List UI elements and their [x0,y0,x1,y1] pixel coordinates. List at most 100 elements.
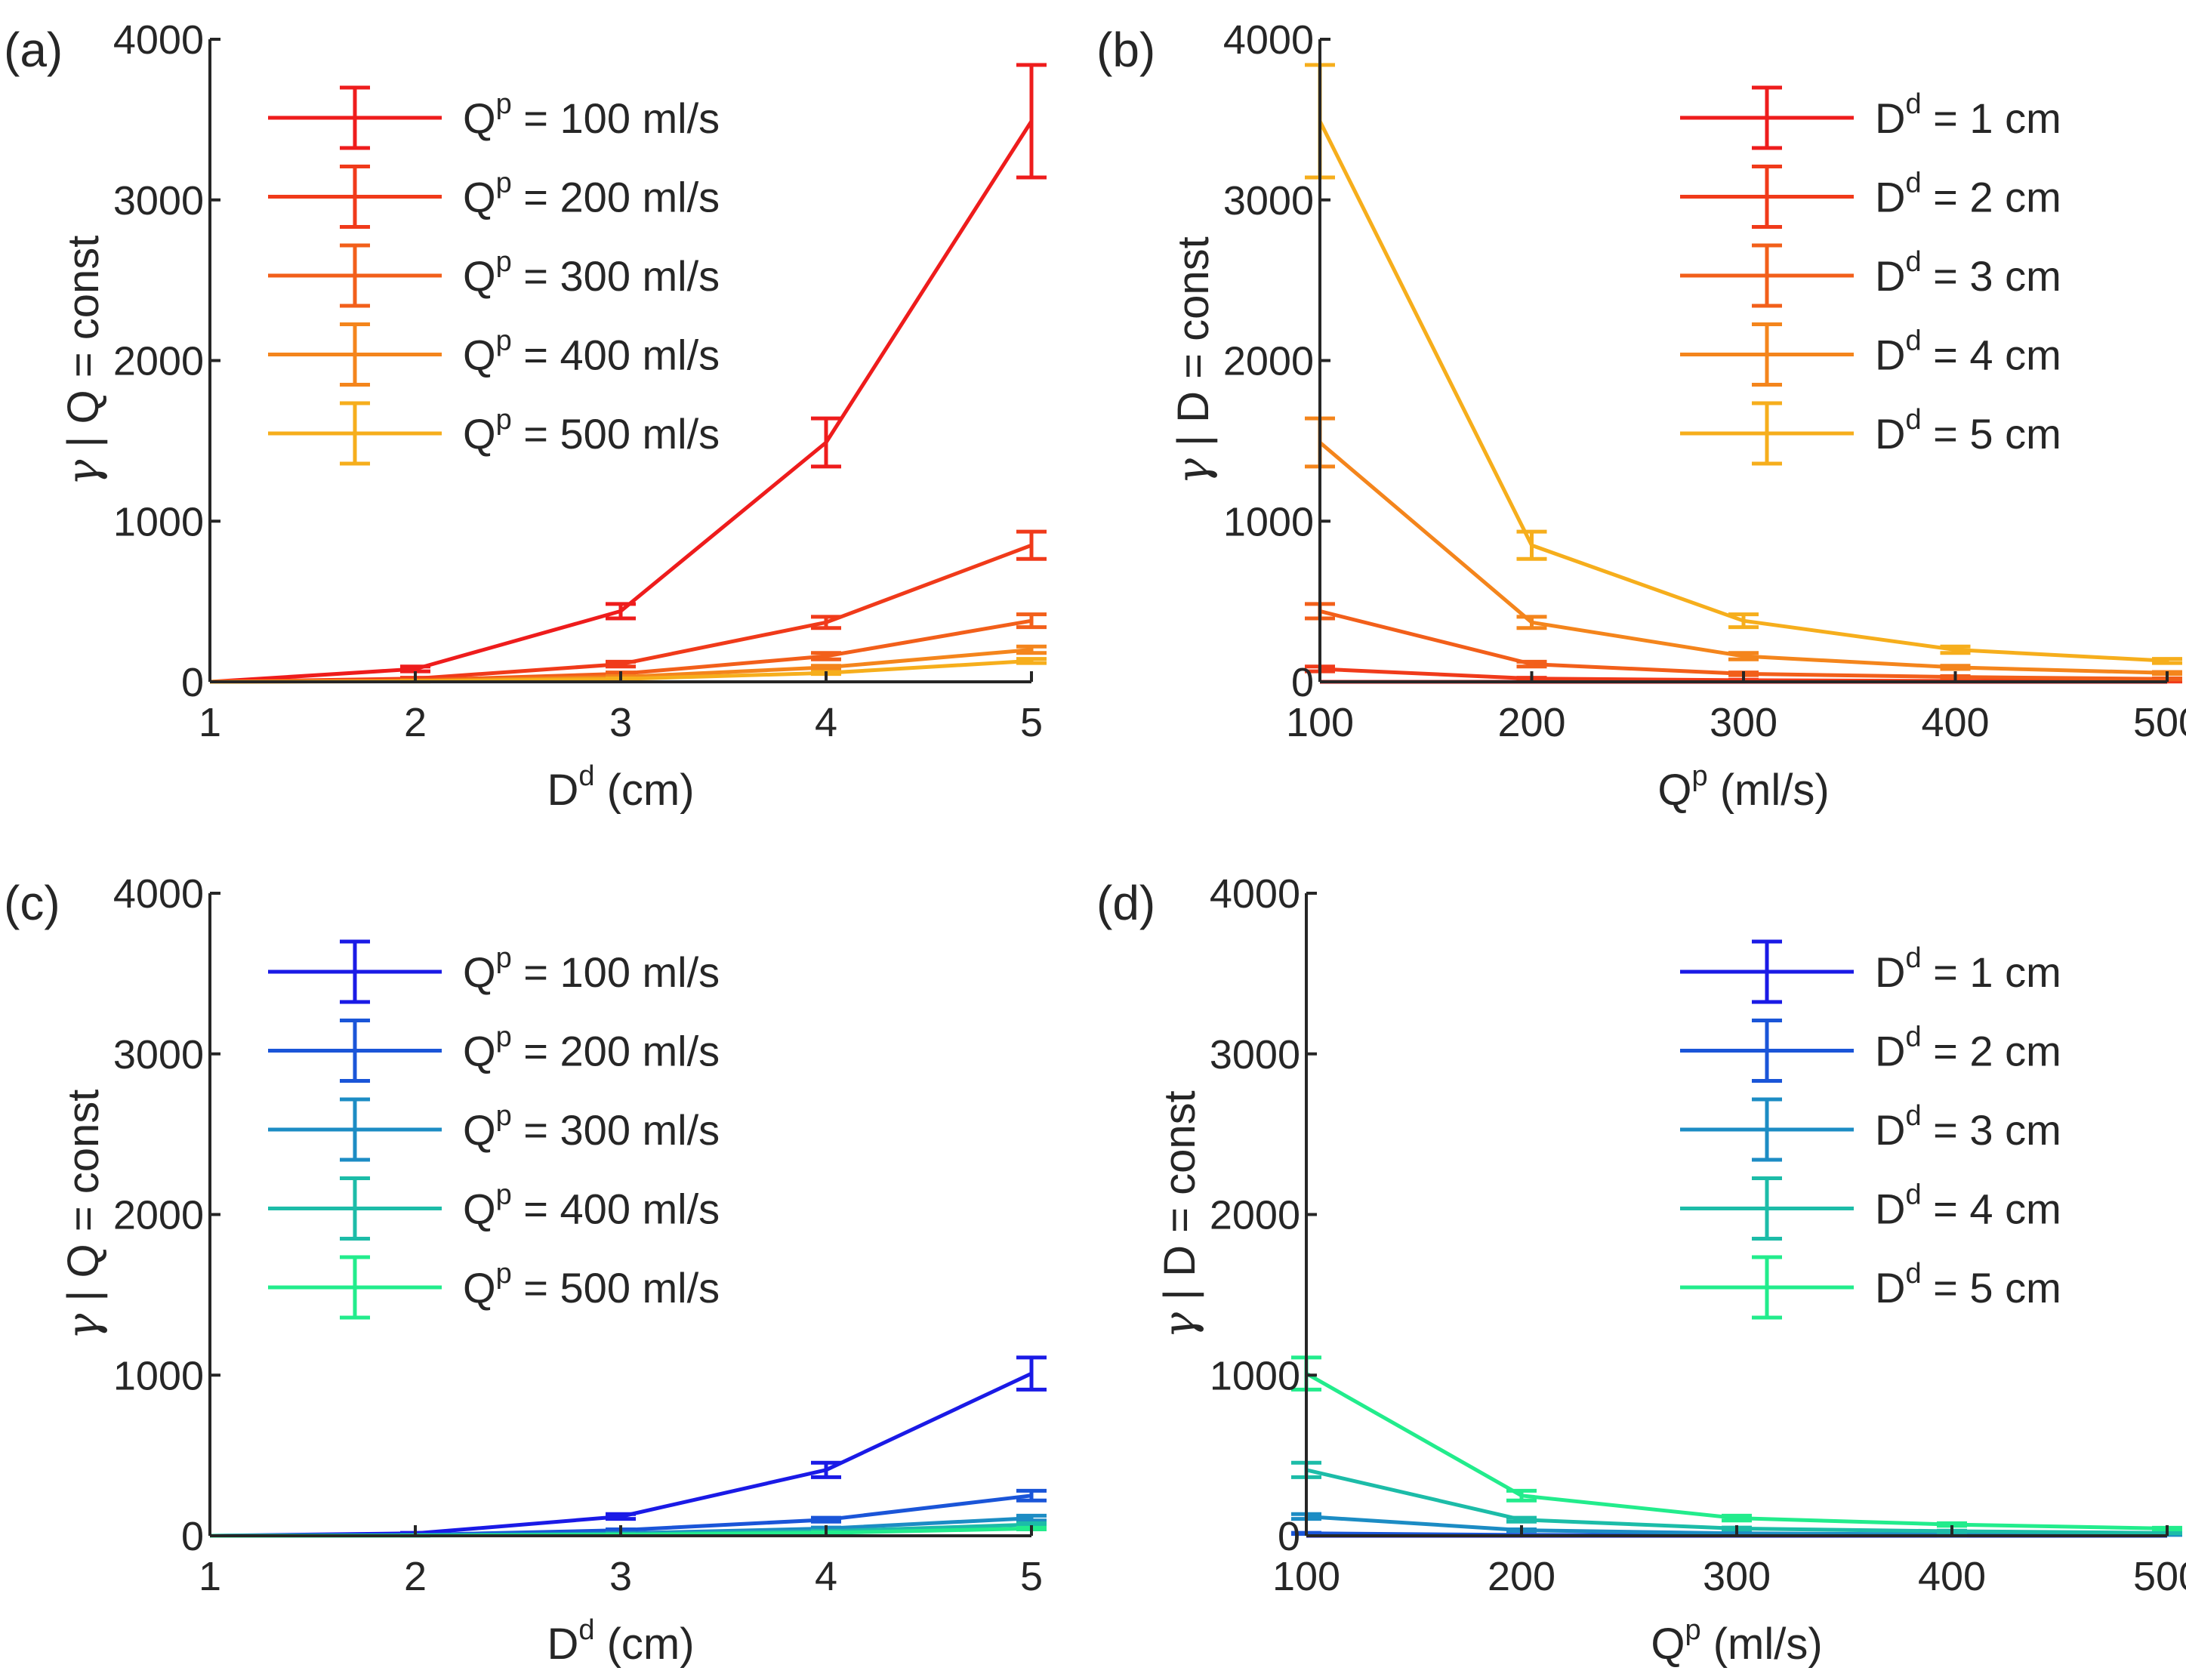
panel-a-xtick-label: 2 [404,700,427,745]
panel-a-legend-label-base: Q [463,174,496,221]
panel-b-legend-label-rest: = 2 cm [1922,174,2061,221]
panel-c-legend: Qp = 100 ml/sQp = 200 ml/sQp = 300 ml/sQ… [268,939,720,1320]
panel-a-ytick-label: 1000 [113,499,204,544]
panel-b-legend-label-base: D [1875,331,1905,379]
panel-b-legend-label-sup: d [1905,404,1921,436]
panel-c-xtick-label: 2 [404,1554,427,1599]
panel-c-legend-label-2: Qp = 200 ml/s [463,1022,720,1075]
panel-d-ylabel-rest: | D = const [1155,1090,1204,1312]
panel-d-xlabel: Qp (ml/s) [1651,1614,1822,1669]
panel-a-series-2-errorbar-5 [1016,529,1047,561]
panel-a-ylabel: γ | Q = const [57,236,109,486]
panel-c-series-1-errorbar-3 [606,1512,636,1521]
panel-c-legend-label-sup: p [496,1022,512,1053]
panel-b-series-4-errorbar-3 [1728,651,1759,661]
panel-c-series-2-errorbar-4 [811,1515,841,1524]
panel-a-ytick-label: 3000 [113,178,204,223]
panel-d: (d) 0 1000 2000 3000 4000 100 200 300 400 500 Qp (m… [1096,871,2186,1669]
panel-a-series-1-errorbar-3 [606,602,636,621]
panel-d-legend-label-sup: d [1905,1100,1921,1132]
panel-a-legend-label-rest: = 400 ml/s [512,331,720,379]
panel-d-ylabel-symbol: γ [1154,1312,1205,1339]
panel-a-legend-label-base: Q [463,94,496,142]
panel-d-xtick-label: 100 [1272,1554,1340,1599]
panel-b-legend-errorbar-4 [1752,322,1782,387]
panel-a-xlabel: Dd (cm) [547,760,694,815]
panel-c-ylabel: γ | Q = const [57,1090,109,1340]
panel-c-xtick-label: 1 [199,1554,221,1599]
panel-b-legend-label-4: Dd = 4 cm [1875,325,2061,379]
panel-a-legend-label-rest: = 300 ml/s [512,252,720,300]
panel-a-series-4-errorbar-5 [1016,644,1047,655]
panel-a-legend-label-sup: p [496,404,512,436]
panel-d-ytick-label: 0 [1278,1514,1300,1559]
panel-c-ytick-label: 0 [181,1514,204,1559]
panel-d-xtick-label: 300 [1703,1554,1771,1599]
panel-a-series-3-errorbar-4 [811,651,841,661]
panel-c-ylabel-rest: | Q = const [59,1090,108,1314]
panel-d-legend-errorbar-2 [1752,1019,1782,1083]
panel-a-ytick-label: 4000 [113,17,204,63]
panel-d-legend-label-sup: d [1905,1179,1921,1211]
panel-d-legend-label-3: Dd = 3 cm [1875,1100,2061,1154]
panel-a-legend-label-sup: p [496,246,512,278]
panel-a-legend-label-3: Qp = 300 ml/s [463,246,720,300]
panel-b-legend-label-base: D [1875,94,1905,142]
panel-a-legend: Qp = 100 ml/sQp = 200 ml/sQp = 300 ml/sQ… [268,85,720,466]
panel-b-xtick-label: 500 [2133,700,2186,745]
panel-b-series-3-errorbar-2 [1516,659,1547,669]
panel-b-legend-errorbar-5 [1752,401,1782,466]
panel-d-label: (d) [1096,876,1155,930]
panel-b-series-5-errorbar-5 [2152,657,2182,665]
panel-a-series-3-errorbar-5 [1016,612,1047,630]
panel-d-xtick-label: 200 [1488,1554,1555,1599]
panel-d-legend-label-rest: = 4 cm [1922,1185,2061,1233]
panel-c-legend-label-base: Q [463,1028,496,1075]
panel-c-legend-label-rest: = 500 ml/s [512,1264,720,1312]
panel-d-series-5-line [1305,1371,2168,1530]
panel-b-legend-label-sup: d [1905,168,1921,199]
panel-a-ylabel-symbol: γ [57,459,109,486]
panel-b-legend-label-rest: = 4 cm [1922,331,2061,379]
panel-d-legend-label-rest: = 5 cm [1922,1264,2061,1312]
panel-c-xtick-label: 4 [815,1554,837,1599]
panel-c-ytick-label: 3000 [113,1032,204,1077]
panel-b-xtick-label: 400 [1921,700,1989,745]
panel-d-xlabel-sup: p [1685,1614,1700,1646]
panel-d-ylabel: γ | D = const [1154,1090,1205,1339]
panel-c-legend-label-rest: = 300 ml/s [512,1106,720,1154]
panel-a-xlabel-sup: d [578,760,594,792]
panel-d-legend-label-2: Dd = 2 cm [1875,1022,2061,1075]
panel-b-series-4-line [1318,441,2168,675]
panel-a-label: (a) [4,23,63,77]
panel-b-series-5-errorbar-2 [1516,529,1547,561]
panel-a-series-5-errorbar-5 [1016,657,1047,665]
panel-d-xtick-label: 500 [2133,1554,2186,1599]
panel-a-legend-label-rest: = 100 ml/s [512,94,720,142]
panel-b-series-5-errorbar-4 [1940,644,1971,655]
panel-d-legend-label-rest: = 1 cm [1922,948,2061,996]
panel-b-legend-errorbar-1 [1752,85,1782,150]
panel-a-series-2-errorbar-4 [811,615,841,630]
panel-b-series-4-errorbar-2 [1516,615,1547,630]
panel-b-legend-label-base: D [1875,410,1905,458]
panel-d-legend-label-rest: = 2 cm [1922,1028,2061,1075]
panel-d-legend-label-sup: d [1905,1258,1921,1290]
panel-b-legend-label-sup: d [1905,325,1921,357]
panel-c-legend-label-sup: p [496,942,512,974]
panel-c-label: (c) [4,876,60,930]
panel-b-ylabel: γ | D = const [1167,236,1219,485]
panel-d-series-5-errorbar-3 [1722,1513,1752,1523]
panel-c-legend-label-base: Q [463,948,496,996]
panel-d-legend-label-sup: d [1905,1022,1921,1053]
panel-b-legend-label-rest: = 3 cm [1922,252,2061,300]
panel-a-legend-label-rest: = 200 ml/s [512,174,720,221]
panel-d-legend-label-base: D [1875,1106,1905,1154]
panel-d-ytick-label: 2000 [1210,1193,1300,1238]
panel-b-ylabel-symbol: γ [1167,458,1219,485]
panel-b-legend-label-5: Dd = 5 cm [1875,404,2061,458]
panel-a-legend-label-base: Q [463,252,496,300]
panel-d-ytick-label: 3000 [1210,1032,1300,1077]
panel-b-legend-label-rest: = 1 cm [1922,94,2061,142]
panel-b-xtick-label: 200 [1497,700,1565,745]
